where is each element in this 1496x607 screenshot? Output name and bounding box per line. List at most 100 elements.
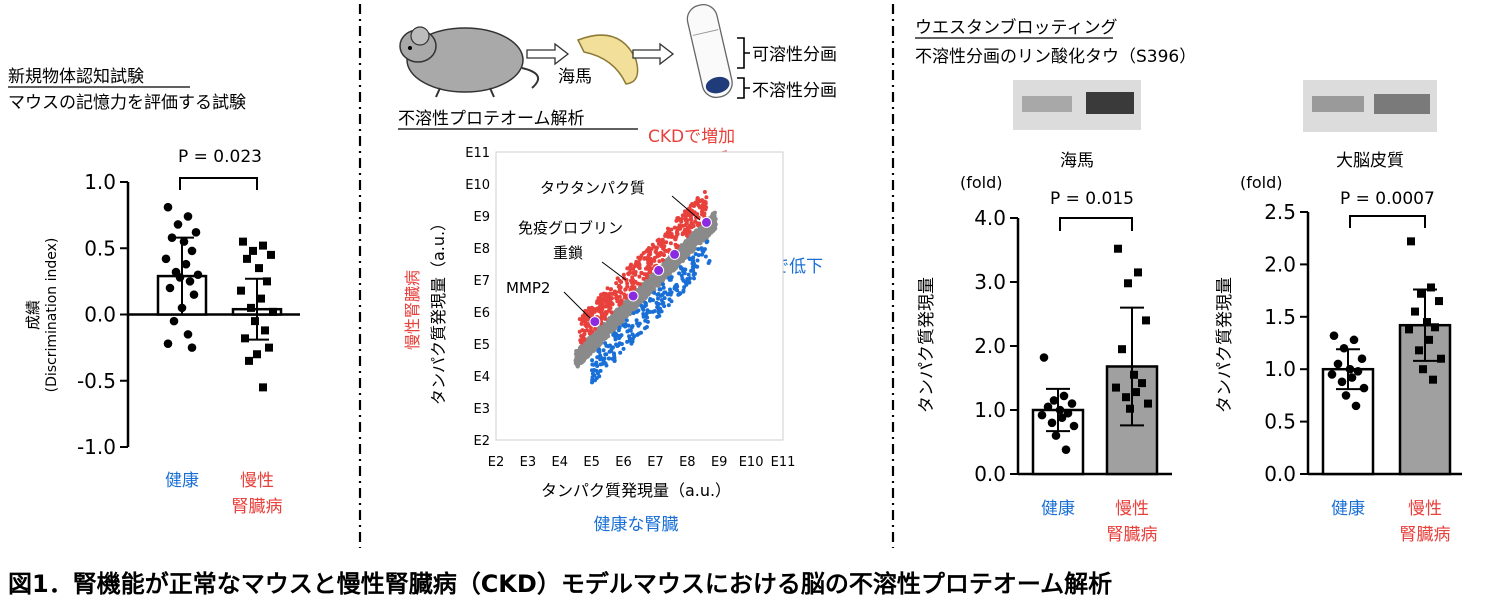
down-point (621, 346, 626, 351)
left-ylabel-1: 成績 (24, 300, 42, 330)
data-point (1345, 364, 1355, 374)
data-point (1415, 346, 1423, 355)
up-point (664, 240, 669, 245)
data-point (1423, 318, 1431, 327)
gray-point (642, 286, 647, 292)
down-point (630, 324, 635, 329)
down-point (707, 259, 712, 264)
data-point (1132, 388, 1140, 397)
y-tick-label: 0.5 (84, 236, 116, 260)
data-point (163, 202, 173, 212)
down-point (696, 253, 701, 258)
down-point (691, 276, 696, 281)
x-tick-label: E10 (739, 455, 764, 470)
fold-label-cortex: (fold) (1240, 173, 1283, 192)
pvalue-cortex: P = 0.0007 (1340, 189, 1435, 209)
data-point (1357, 354, 1367, 364)
data-point (243, 254, 251, 263)
down-point (687, 256, 692, 261)
data-point (191, 228, 201, 237)
down-point (598, 368, 603, 373)
y-tick-label: 3.0 (974, 270, 1006, 294)
up-point (608, 287, 613, 292)
bracket-hippo (1059, 217, 1133, 231)
gray-point (664, 265, 669, 270)
down-point (601, 348, 606, 353)
up-point (622, 295, 627, 300)
up-point (693, 200, 698, 205)
y-tick-label: E9 (474, 210, 491, 225)
insoluble-label: 不溶性分画 (752, 81, 837, 101)
down-point (680, 276, 685, 281)
gray-point (620, 318, 625, 324)
data-point (1351, 401, 1361, 411)
down-point (642, 326, 647, 331)
up-point (685, 229, 690, 234)
data-point (163, 339, 173, 348)
arrow-icon-1 (526, 42, 570, 66)
down-point (598, 353, 603, 358)
data-point (1134, 268, 1142, 277)
up-point (686, 225, 691, 230)
y-tick-label: 1.0 (1264, 357, 1296, 381)
middle-ylabel-text: タンパク質発現量（a.u.） (429, 215, 448, 405)
down-point (606, 344, 611, 349)
data-point (189, 290, 199, 299)
up-point (608, 306, 613, 311)
ig-label-2: 重鎖 (553, 244, 583, 262)
up-point (633, 262, 638, 267)
down-point (628, 328, 633, 333)
gray-point (620, 310, 625, 315)
x-tick-label: E8 (679, 455, 696, 470)
left-ylabel: 成績 (Discrimination index) (24, 238, 60, 393)
middle-ylabel-side: 慢性腎臓病 (403, 270, 422, 350)
x-tick-label: E7 (647, 455, 664, 470)
down-point (622, 323, 627, 328)
gray-point (622, 314, 627, 319)
data-point (1055, 405, 1065, 415)
data-point (179, 237, 189, 246)
up-point (615, 276, 620, 281)
data-point (1061, 445, 1071, 454)
data-point (1419, 365, 1427, 374)
up-point (619, 301, 624, 306)
data-point (241, 334, 249, 343)
x-tick-label: E11 (771, 455, 796, 470)
data-point (1051, 431, 1061, 440)
up-point (610, 302, 615, 307)
down-point (617, 325, 622, 330)
up-point (588, 328, 593, 333)
right-ylabel-cortex-text: タンパク質発現量 (1215, 277, 1235, 413)
data-point (265, 343, 273, 352)
up-point (648, 259, 653, 264)
gray-point (653, 278, 659, 283)
up-point (596, 296, 601, 301)
up-point (622, 292, 627, 297)
soluble-label: 可溶性分画 (752, 45, 837, 65)
data-point (1047, 418, 1057, 428)
up-point (600, 306, 605, 311)
up-point (617, 294, 622, 299)
gray-point (680, 257, 685, 262)
gray-point (679, 243, 684, 248)
left-subtitle: マウスの記憶力を評価する試験 (8, 93, 246, 113)
data-point (1425, 335, 1433, 344)
bracket-insoluble (737, 77, 750, 99)
right-ylabel-hippo-text: タンパク質発現量 (917, 277, 937, 413)
up-point (630, 287, 635, 292)
up-point (693, 219, 698, 224)
data-point (239, 237, 247, 246)
up-point (593, 326, 598, 331)
gray-point (646, 285, 651, 290)
gray-point (609, 315, 614, 320)
y-tick-label: 0.5 (1264, 410, 1296, 434)
gray-point (614, 317, 620, 322)
y-tick-label: 1.0 (84, 170, 116, 194)
x-tick-label: E4 (552, 455, 569, 470)
up-point (603, 291, 608, 296)
gray-point (689, 246, 695, 251)
down-point (594, 376, 599, 381)
gray-point (627, 311, 633, 316)
data-point (259, 241, 267, 250)
up-point (660, 257, 665, 262)
